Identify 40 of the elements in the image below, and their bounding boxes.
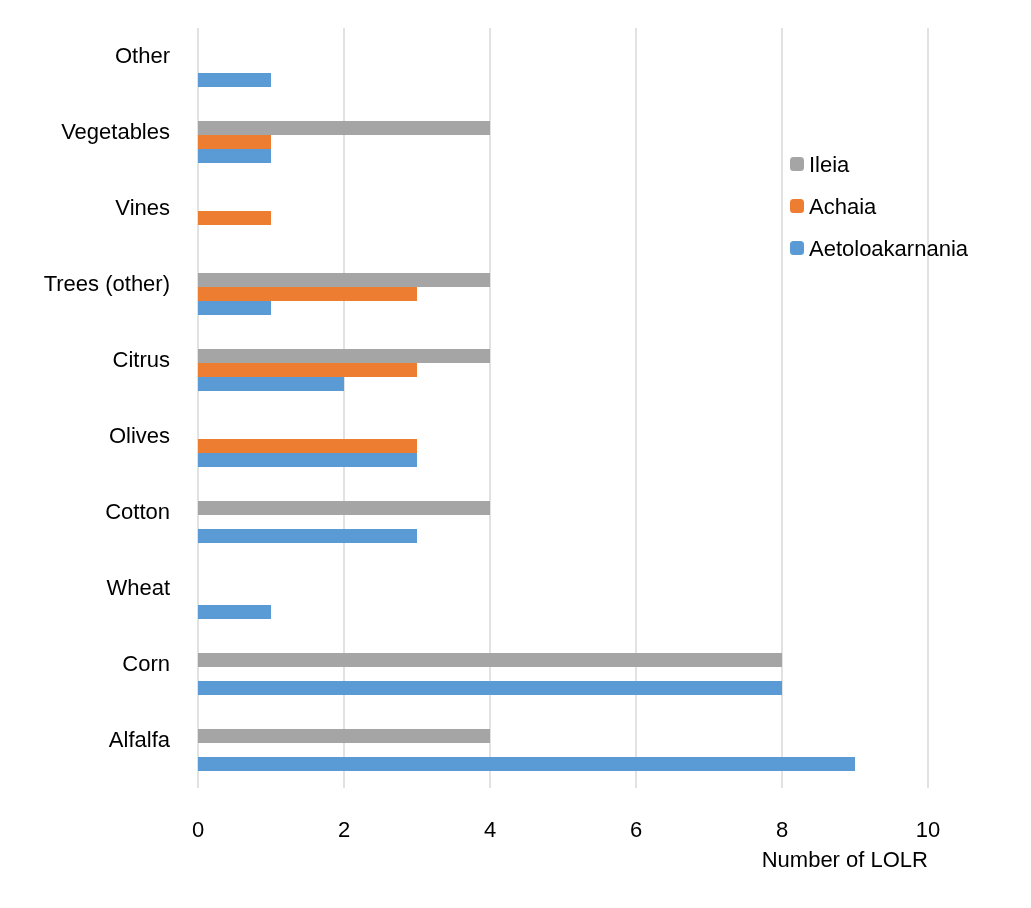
- bar: [198, 148, 271, 163]
- bar: [198, 349, 490, 364]
- bar: [198, 680, 782, 695]
- bar: [198, 501, 490, 516]
- bar: [198, 756, 855, 771]
- x-tick-label: 6: [629, 816, 643, 842]
- x-tick-label: 8: [775, 816, 789, 842]
- y-tick-label: Wheat: [106, 574, 170, 600]
- bar: [198, 528, 417, 543]
- legend-label: Achaia: [808, 193, 878, 219]
- bar: [198, 135, 271, 149]
- bar: [198, 653, 782, 668]
- bar: [198, 300, 271, 315]
- bar: [198, 273, 490, 288]
- bar: [198, 363, 417, 377]
- y-tick-label: Trees (other): [43, 270, 170, 296]
- y-tick-label: Cotton: [105, 498, 170, 524]
- legend-label: Ileia: [808, 151, 851, 177]
- bar: [198, 287, 417, 301]
- y-tick-label: Other: [114, 42, 170, 68]
- y-tick-label: Citrus: [112, 346, 170, 372]
- bar: [198, 121, 490, 136]
- bar: [198, 439, 417, 453]
- y-tick-label: Vines: [115, 194, 170, 220]
- y-tick-label: Vegetables: [61, 118, 170, 144]
- bar: [198, 604, 271, 619]
- bar: [198, 376, 344, 391]
- bar: [198, 72, 271, 87]
- x-axis-title: Number of LOLR: [761, 846, 928, 872]
- bar: [198, 211, 271, 225]
- x-tick-label: 10: [915, 816, 941, 842]
- y-tick-label: Corn: [122, 650, 170, 676]
- legend-label: Aetoloakarnania: [808, 235, 969, 261]
- y-tick-label: Olives: [108, 422, 170, 448]
- bar: [198, 729, 490, 744]
- x-tick-label: 2: [337, 816, 351, 842]
- y-tick-label: Alfalfa: [108, 726, 171, 752]
- x-tick-label: 0: [191, 816, 205, 842]
- x-tick-label: 4: [483, 816, 497, 842]
- bar: [198, 452, 417, 467]
